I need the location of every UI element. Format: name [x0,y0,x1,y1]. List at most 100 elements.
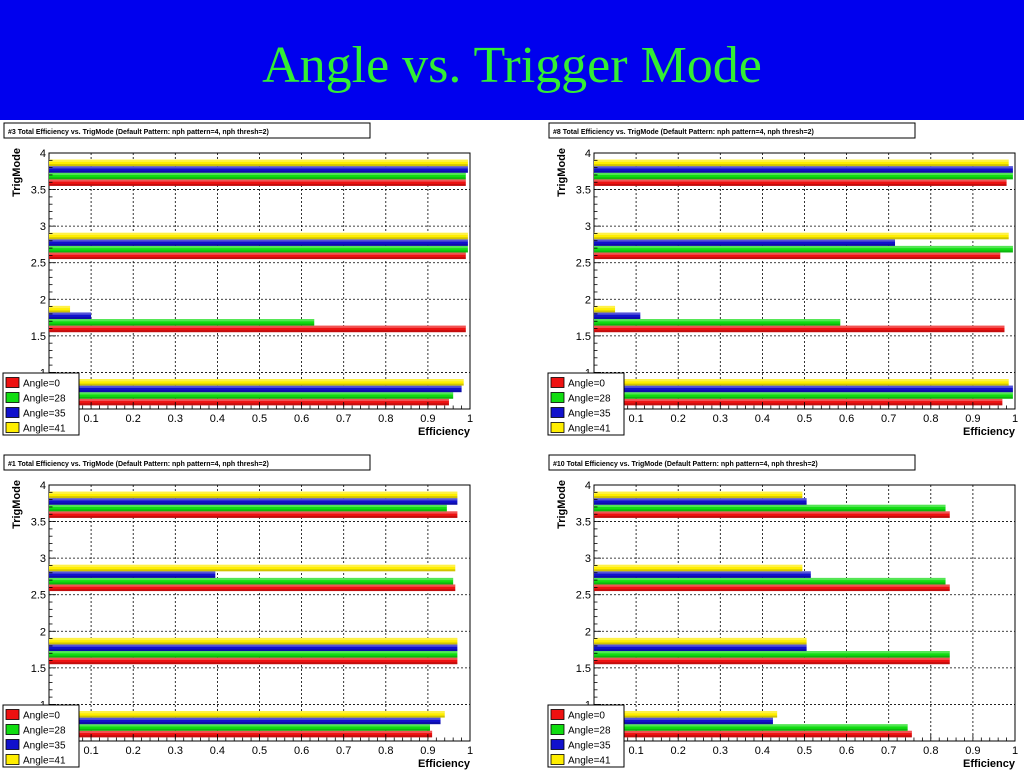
x-axis-ticks: 0.1 0.2 0.3 0.4 0.5 0.6 0.7 0.8 0.9 1 [602,734,1018,757]
x-axis-title: Efficiency [418,758,471,770]
legend-label: Angle=41 [568,756,611,767]
legend-swatch [550,754,565,765]
bar [49,511,458,518]
bar [594,312,641,320]
y-tick-label: 4 [585,480,591,492]
y-axis-ticks: 11.522.533.54 [576,480,601,742]
bar [594,239,896,246]
grid-lines [49,152,471,409]
bar [594,305,616,313]
x-tick-label: 0.6 [839,745,854,757]
x-tick-label: 0.4 [755,413,770,425]
slide-title: Angle vs. Trigger Mode [262,37,762,94]
grid-lines [49,484,471,741]
y-tick-label: 3 [40,553,46,565]
x-tick-label: 0.6 [294,413,309,425]
bar [594,571,811,578]
grid-lines [594,484,1016,741]
bar [49,305,71,313]
legend-swatch [550,392,565,403]
x-tick-label: 0.1 [628,413,643,425]
legend-label: Angle=0 [23,711,60,722]
bar [49,325,466,333]
bar [594,245,1013,253]
y-axis-title: TrigMode [11,480,23,529]
x-tick-label: 0.2 [126,745,141,757]
bar [594,651,950,658]
legend-swatch [5,754,20,765]
chart-title-box [548,122,916,139]
x-tick-label: 0.2 [126,413,141,425]
x-tick-label: 0.7 [881,745,896,757]
legend-label: Angle=28 [23,726,66,737]
bar [49,651,458,658]
bars [594,159,1013,406]
bars [49,491,458,738]
y-tick-label: 4 [40,148,46,160]
y-tick-label: 3 [40,221,46,233]
legend-swatch [5,377,20,388]
legend-label: Angle=28 [568,726,611,737]
x-tick-label: 0.8 [923,745,938,757]
y-axis-title: TrigMode [556,148,568,197]
bar [594,172,1013,180]
chart-title: #8 Total Efficiency vs. TrigMode (Defaul… [553,129,814,136]
y-tick-label: 1.5 [576,663,591,675]
y-tick-label: 2 [40,294,46,306]
bar [594,392,1013,399]
bar [49,498,458,505]
bar [49,564,456,572]
bar [594,724,908,731]
y-tick-label: 1.5 [31,331,46,343]
bar [594,379,1009,386]
bar [594,159,1009,167]
chart-title: #10 Total Efficiency vs. TrigMode (Defau… [553,461,818,468]
y-tick-label: 2.5 [576,590,591,602]
bar [594,564,803,572]
legend-label: Angle=0 [23,379,60,390]
bar [49,637,458,645]
bar [594,166,1013,173]
bar [594,325,1005,333]
y-tick-label: 4 [585,148,591,160]
y-axis-ticks: 11.522.533.54 [576,148,601,410]
x-tick-label: 1 [467,413,473,425]
x-tick-label: 0.7 [336,745,351,757]
x-tick-label: 0.7 [881,413,896,425]
legend: Angle=0 Angle=28 Angle=35 Angle=41 [547,704,625,768]
y-tick-label: 2 [40,626,46,638]
x-tick-label: 0.8 [378,745,393,757]
y-tick-label: 2 [585,626,591,638]
y-tick-label: 3.5 [576,185,591,197]
bar [49,252,466,260]
bar [594,577,946,585]
legend-swatch [550,407,565,418]
chart-panel-8: #8 Total Efficiency vs. TrigMode (Defaul… [545,120,1023,438]
bar [49,392,454,399]
legend-label: Angle=41 [23,424,66,435]
x-tick-label: 1 [1012,413,1018,425]
x-tick-label: 0.8 [378,413,393,425]
bar [594,584,950,592]
legend-swatch [550,422,565,433]
bar [49,312,92,320]
legend-label: Angle=35 [23,741,66,752]
x-tick-label: 0.6 [839,413,854,425]
bar [594,398,1003,406]
y-tick-label: 3.5 [576,517,591,529]
legend-swatch [5,422,20,433]
grid-lines [594,152,1016,409]
y-axis-title: TrigMode [556,480,568,529]
x-tick-label: 0.9 [965,413,980,425]
x-tick-label: 0.9 [420,413,435,425]
x-tick-label: 0.9 [420,745,435,757]
bar [594,511,950,518]
legend-label: Angle=35 [568,409,611,420]
y-tick-label: 3.5 [31,185,46,197]
bar [594,491,803,499]
legend-swatch [550,377,565,388]
bar [594,717,773,725]
x-tick-label: 0.1 [83,413,98,425]
legend-swatch [5,709,20,720]
legend-swatch [5,392,20,403]
